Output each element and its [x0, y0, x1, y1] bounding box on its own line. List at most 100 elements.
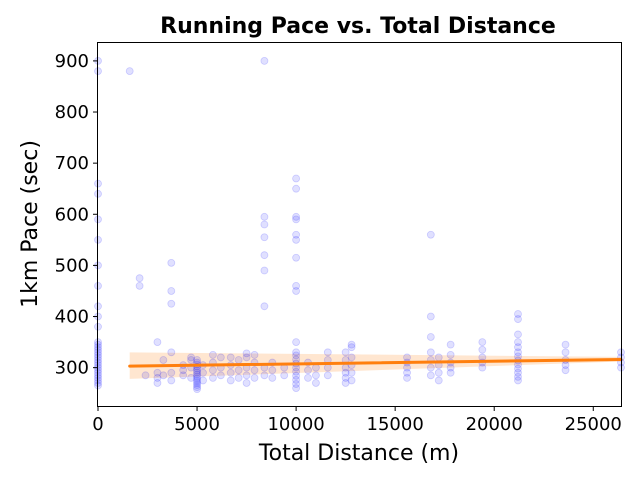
scatter-point: [187, 356, 196, 364]
scatter-point: [446, 368, 455, 377]
scatter-point: [216, 371, 225, 380]
y-tick-label: 300: [55, 358, 89, 379]
scatter-point: [250, 373, 259, 382]
scatter-point: [250, 350, 259, 359]
scatter-point: [226, 368, 235, 377]
scatter-point: [292, 174, 301, 183]
scatter-point: [312, 371, 320, 380]
scatter-point: [347, 353, 356, 362]
y-tick-label: 500: [55, 255, 89, 276]
scatter-point: [159, 371, 168, 380]
y-axis-label: 1km Pace (sec): [18, 140, 43, 308]
scatter-point: [323, 363, 332, 372]
scatter-point: [242, 349, 251, 358]
scatter-point: [403, 368, 411, 377]
scatter-point: [292, 184, 301, 193]
scatter-point: [514, 330, 522, 339]
scatter-point: [193, 377, 201, 385]
scatter-point: [242, 353, 251, 362]
scatter-point: [209, 350, 217, 359]
scatter-point: [426, 230, 435, 239]
scatter-point: [260, 233, 269, 242]
scatter-point: [193, 385, 201, 394]
scatter-point: [268, 366, 277, 375]
scatter-point: [159, 356, 168, 364]
chart-title: Running Pace vs. Total Distance: [160, 14, 556, 39]
scatter-point: [478, 363, 487, 372]
scatter-point: [167, 299, 176, 308]
scatter-point: [153, 368, 162, 377]
scatter-point: [234, 356, 243, 364]
plot-area-frame: [97, 42, 622, 407]
scatter-point: [209, 373, 217, 382]
scatter-point: [260, 212, 269, 221]
scatter-point: [260, 371, 269, 380]
scatter-point: [193, 368, 201, 377]
scatter-point: [347, 343, 356, 352]
y-axis: 300 400 500 600 700 800 900: [55, 51, 98, 379]
scatter-point: [426, 333, 435, 341]
x-axis-label: Total Distance (m): [258, 441, 459, 466]
scatter-point: [193, 372, 201, 381]
scatter-point: [167, 376, 176, 385]
y-tick-label: 800: [55, 102, 89, 123]
scatter-point: [304, 373, 312, 382]
scatter-point: [292, 380, 301, 388]
scatter-point: [341, 368, 350, 377]
scatter-point: [292, 253, 301, 262]
scatter-point: [292, 348, 301, 357]
scatter-point: [167, 348, 176, 357]
scatter-points-layer: [94, 56, 625, 394]
y-tick-label: 400: [55, 307, 89, 328]
scatter-point: [514, 364, 522, 373]
x-tick-label: 10000: [267, 414, 324, 435]
scatter-point: [292, 212, 301, 221]
scatter-point: [312, 363, 320, 372]
x-tick-label: 25000: [565, 414, 622, 435]
scatter-point: [347, 340, 356, 349]
scatter-point: [193, 383, 201, 391]
scatter-point: [514, 315, 522, 323]
scatter-point: [250, 366, 259, 375]
scatter-point: [292, 235, 301, 244]
scatter-point: [167, 287, 176, 295]
y-tick-label: 700: [55, 153, 89, 174]
scatter-point: [434, 376, 443, 385]
scatter-point: [260, 266, 269, 275]
scatter-point: [141, 371, 150, 380]
scatter-point: [193, 381, 201, 389]
scatter-point: [403, 363, 411, 372]
scatter-point: [426, 363, 435, 372]
scatter-point: [347, 368, 356, 377]
confidence-band: [129, 352, 622, 379]
scatter-point: [347, 376, 356, 385]
scatter-point: [426, 371, 435, 380]
scatter-point: [226, 376, 235, 385]
scatter-point: [426, 312, 435, 321]
scatter-point: [193, 356, 201, 364]
y-tick-label: 900: [55, 51, 89, 72]
scatter-point: [234, 373, 243, 382]
scatter-point: [135, 281, 144, 290]
scatter-point: [341, 348, 350, 357]
scatter-point: [561, 340, 570, 349]
scatter-point: [193, 366, 201, 375]
x-tick-label: 5000: [174, 414, 220, 435]
scatter-point: [514, 343, 522, 352]
scatter-point: [292, 287, 301, 295]
scatter-point: [292, 376, 301, 384]
y-tick-label: 600: [55, 204, 89, 225]
scatter-point: [292, 351, 301, 360]
confidence-band-layer: [129, 352, 622, 379]
x-tick-label: 15000: [367, 414, 424, 435]
scatter-point: [292, 230, 301, 239]
scatter-point: [514, 348, 522, 357]
scatter-point: [167, 368, 176, 377]
scatter-point: [304, 366, 312, 375]
scatter-point: [514, 372, 522, 381]
scatter-point: [153, 379, 162, 387]
scatter-point: [226, 353, 235, 362]
scatter-point: [209, 366, 217, 375]
scatter-point: [193, 375, 201, 383]
